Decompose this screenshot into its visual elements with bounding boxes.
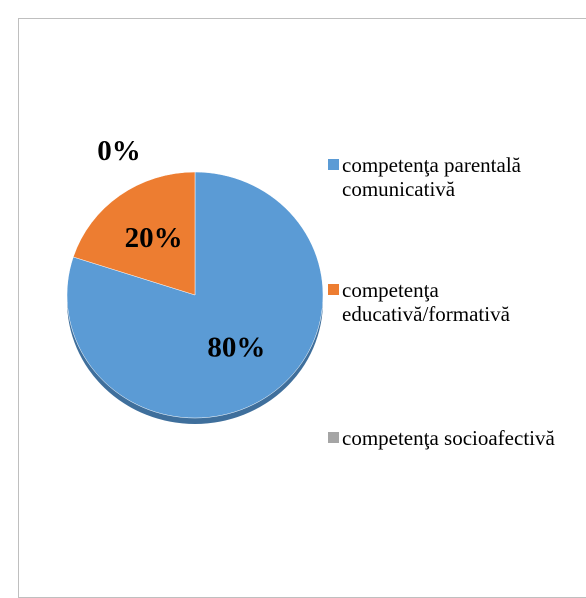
data-label: 20% bbox=[125, 222, 183, 254]
legend-item: competenţa socioafectivă bbox=[328, 426, 578, 450]
legend-swatch bbox=[328, 432, 339, 443]
legend-label: competenţa educativă/formativă bbox=[342, 278, 510, 326]
legend-swatch bbox=[328, 159, 339, 170]
legend-label: competenţa parentală comunicativă bbox=[342, 153, 521, 201]
legend-swatch bbox=[328, 284, 339, 295]
chart: 80% 20% 0% bbox=[66, 135, 324, 424]
legend-label: competenţa socioafectivă bbox=[342, 426, 555, 450]
page: 80% 20% 0% competenţa parentală comunicati… bbox=[18, 18, 586, 598]
legend-item: competenţa parentală comunicativă bbox=[328, 153, 578, 201]
data-label: 0% bbox=[97, 135, 141, 167]
pie-slice bbox=[72, 171, 196, 296]
data-label: 80% bbox=[207, 331, 265, 363]
legend-item: competenţa educativă/formativă bbox=[328, 278, 578, 326]
